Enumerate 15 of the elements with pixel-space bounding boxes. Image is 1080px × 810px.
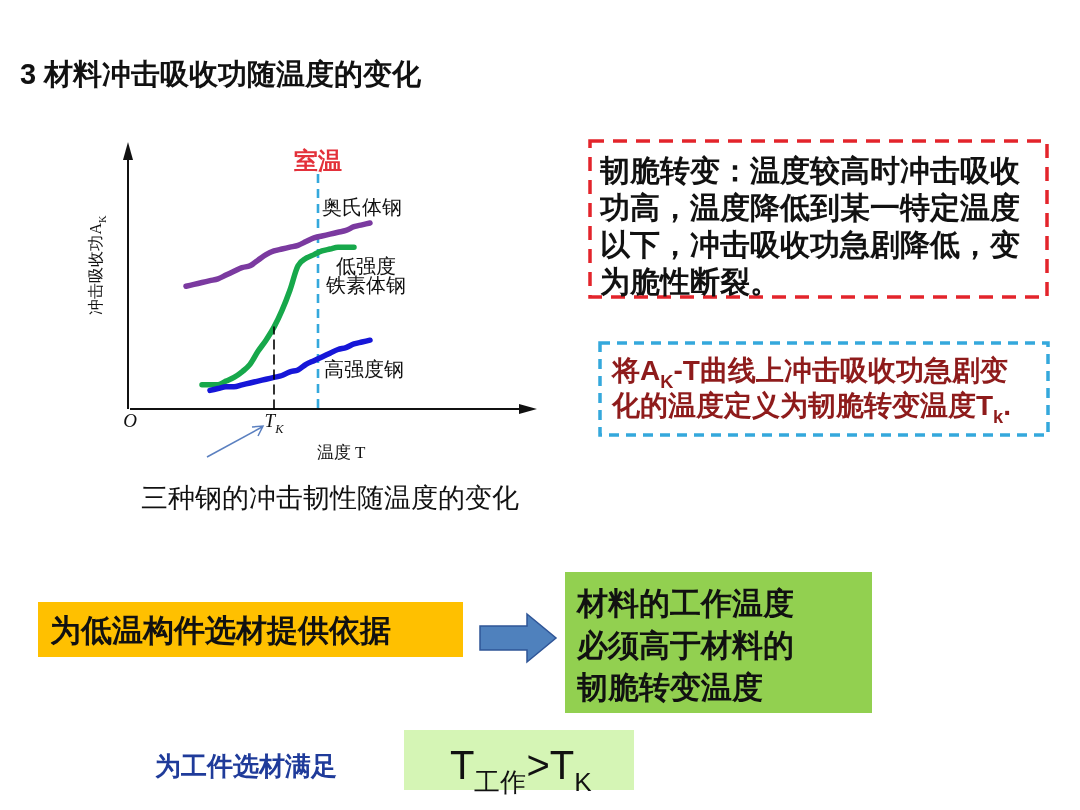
text: T$_{工作}$>T$_{K}$: [450, 743, 593, 797]
text: 为低温构件选材提供依据: [50, 613, 391, 648]
series-label: 高强度钢: [324, 358, 404, 381]
text: 材料的工作温度必须高于材料的韧脆转变温度: [575, 586, 794, 705]
text: 三种钢的冲击韧性随温度的变化: [141, 483, 519, 513]
text: 为工件选材满足: [155, 751, 337, 781]
x-tick-label: T$_{K}$: [264, 410, 285, 436]
chart-title: 3 材料冲击吸收功随温度的变化: [20, 58, 423, 90]
series-label: 低强度铁素体钢: [325, 255, 406, 297]
text: 将A$_{K}$-T曲线上冲击吸收功急剧变化的温度定义为韧脆转变温度T$_{k}$.: [610, 355, 1012, 428]
x-axis-title: 温度 T: [316, 443, 366, 462]
text: 室温: [294, 147, 342, 174]
series-label: 奥氏体钢: [322, 196, 402, 218]
x-tick-label: O: [123, 410, 138, 431]
text: 韧脆转变：温度较高时冲击吸收功高，温度降低到某一特定温度以下，冲击吸收功急剧降低，变为脆性断裂。: [599, 154, 1021, 298]
